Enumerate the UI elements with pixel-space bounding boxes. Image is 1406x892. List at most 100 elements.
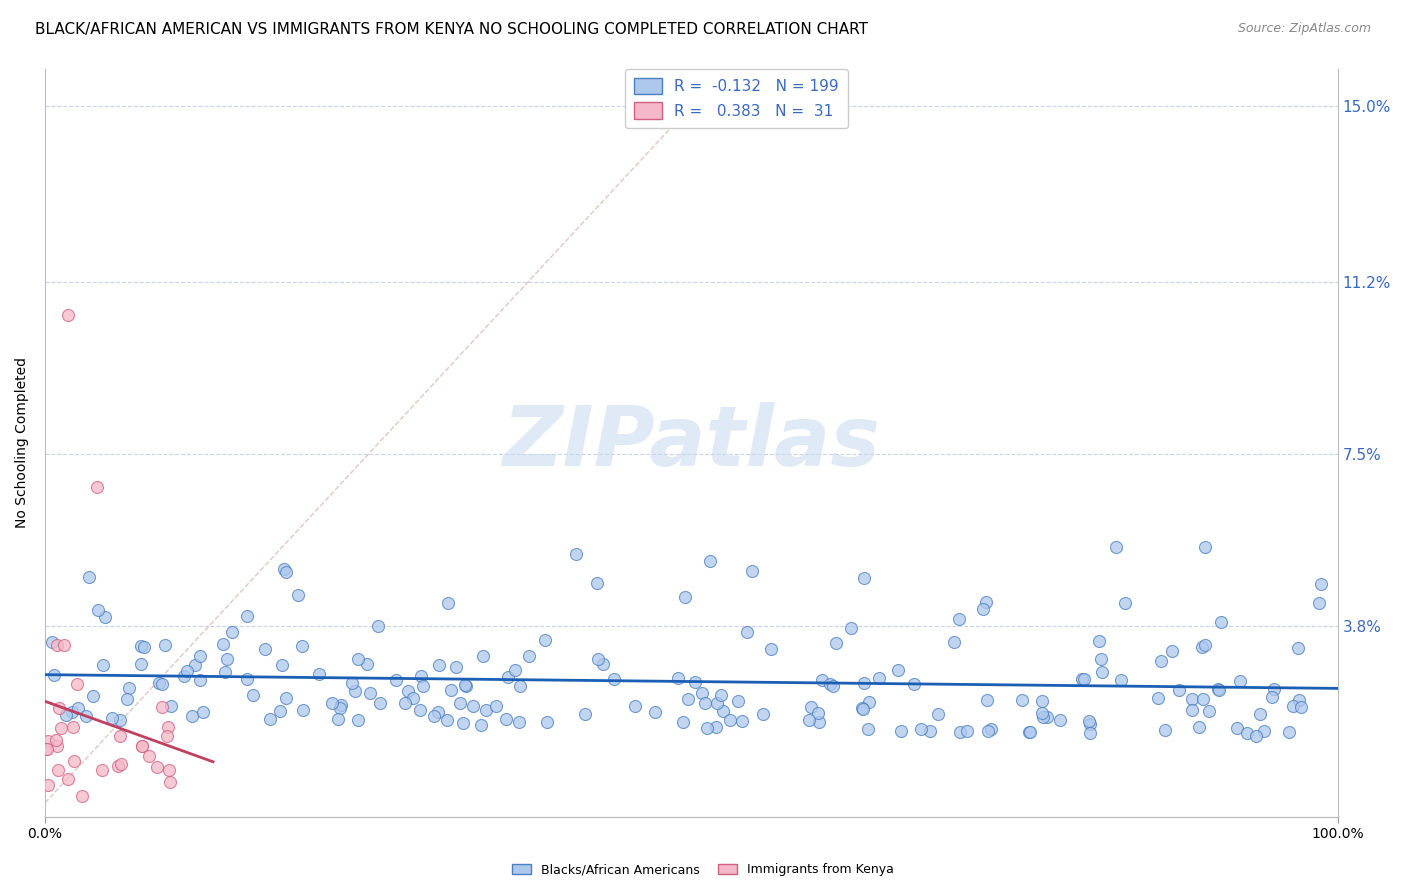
Point [890,723,912,738]
Point [436,714,458,728]
Point [321,696,343,710]
Point [706,696,728,710]
Point [411,669,433,683]
Point [592,657,614,671]
Point [359,685,381,699]
Point [710,688,733,702]
Point [903,677,925,691]
Point [695,697,717,711]
Point [956,724,979,739]
Point [672,715,695,730]
Point [356,657,378,671]
Point [839,621,862,635]
Text: Source: ZipAtlas.com: Source: ZipAtlas.com [1237,22,1371,36]
Point [1018,724,1040,739]
Point [408,703,430,717]
Point [259,712,281,726]
Point [508,714,530,729]
Point [1146,690,1168,705]
Point [129,639,152,653]
Point [86,603,108,617]
Point [107,758,129,772]
Point [454,678,477,692]
Point [1229,673,1251,688]
Point [188,673,211,687]
Point [470,718,492,732]
Point [534,632,557,647]
Point [62,720,84,734]
Point [1078,726,1101,740]
Point [48,701,70,715]
Point [1191,640,1213,655]
Point [498,670,520,684]
Point [269,704,291,718]
Point [1206,681,1229,696]
Point [134,640,156,654]
Point [692,685,714,699]
Point [927,707,949,722]
Point [683,674,706,689]
Point [329,701,352,715]
Point [60,705,83,719]
Point [173,669,195,683]
Point [46,739,69,753]
Point [35,741,58,756]
Point [472,648,495,663]
Point [291,639,314,653]
Point [735,624,758,639]
Point [807,706,830,720]
Point [221,624,243,639]
Point [156,729,179,743]
Point [536,714,558,729]
Point [367,619,389,633]
Point [851,701,873,715]
Point [274,565,297,579]
Point [807,715,830,730]
Point [90,763,112,777]
Point [503,663,526,677]
Point [1181,692,1204,706]
Point [1032,710,1054,724]
Point [347,714,370,728]
Point [440,682,463,697]
Point [676,691,699,706]
Point [1244,729,1267,743]
Text: ZIPatlas: ZIPatlas [502,402,880,483]
Point [70,789,93,804]
Point [800,700,823,714]
Point [131,739,153,753]
Point [868,671,890,685]
Point [977,724,1000,739]
Point [148,676,170,690]
Point [1049,713,1071,727]
Point [217,652,239,666]
Point [396,683,419,698]
Point [115,691,138,706]
Point [820,677,842,691]
Point [1208,683,1230,698]
Point [696,721,718,735]
Point [942,635,965,649]
Point [412,679,434,693]
Point [56,772,79,786]
Point [910,722,932,736]
Point [75,708,97,723]
Point [437,596,460,610]
Point [41,635,63,649]
Point [340,675,363,690]
Point [449,696,471,710]
Point [180,708,202,723]
Point [564,547,586,561]
Point [727,694,749,708]
Point [329,698,352,713]
Point [402,691,425,706]
Point [1253,724,1275,739]
Point [811,673,834,687]
Point [454,679,477,693]
Point [58,308,80,322]
Point [156,720,179,734]
Point [214,665,236,679]
Point [517,648,540,663]
Point [1031,706,1053,720]
Point [485,699,508,714]
